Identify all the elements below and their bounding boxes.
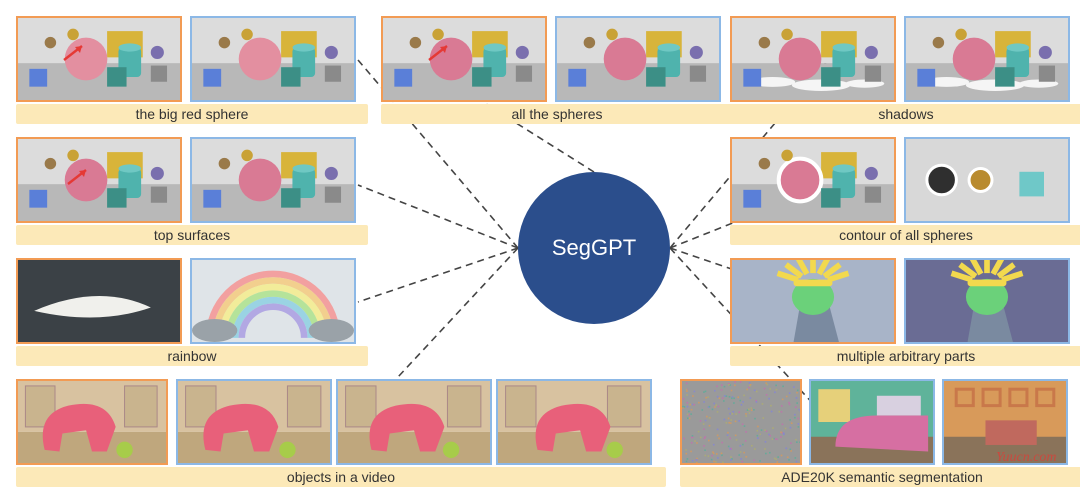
shadows-caption: shadows xyxy=(730,104,1080,124)
top-surfaces-output-thumb xyxy=(190,137,356,223)
ade20k-input-thumb xyxy=(680,379,802,465)
center-label: SegGPT xyxy=(552,235,636,261)
contour-spheres-caption: contour of all spheres xyxy=(730,225,1080,245)
video-output-thumb xyxy=(336,379,492,465)
multi-parts-input-thumb xyxy=(730,258,896,344)
ade20k-caption: ADE20K semantic segmentation xyxy=(680,467,1080,487)
shadows-input-thumb xyxy=(730,16,896,102)
contour-spheres-output-thumb xyxy=(904,137,1070,223)
big-red-sphere-caption: the big red sphere xyxy=(16,104,368,124)
video-output-thumb xyxy=(176,379,332,465)
big-red-sphere-output-thumb xyxy=(190,16,356,102)
watermark: Yuucn.com xyxy=(996,450,1057,466)
contour-spheres-input-thumb xyxy=(730,137,896,223)
big-red-sphere-input-thumb xyxy=(16,16,182,102)
center-node: SegGPT xyxy=(518,172,670,324)
rainbow-input-thumb xyxy=(16,258,182,344)
all-spheres-output-thumb xyxy=(555,16,721,102)
video-caption: objects in a video xyxy=(16,467,666,487)
multi-parts-output-thumb xyxy=(904,258,1070,344)
all-spheres-caption: all the spheres xyxy=(381,104,733,124)
multi-parts-caption: multiple arbitrary parts xyxy=(730,346,1080,366)
ade20k-output-thumb xyxy=(809,379,935,465)
shadows-output-thumb xyxy=(904,16,1070,102)
all-spheres-input-thumb xyxy=(381,16,547,102)
rainbow-output-thumb xyxy=(190,258,356,344)
video-output-thumb xyxy=(496,379,652,465)
rainbow-caption: rainbow xyxy=(16,346,368,366)
top-surfaces-input-thumb xyxy=(16,137,182,223)
video-input-thumb xyxy=(16,379,168,465)
top-surfaces-caption: top surfaces xyxy=(16,225,368,245)
